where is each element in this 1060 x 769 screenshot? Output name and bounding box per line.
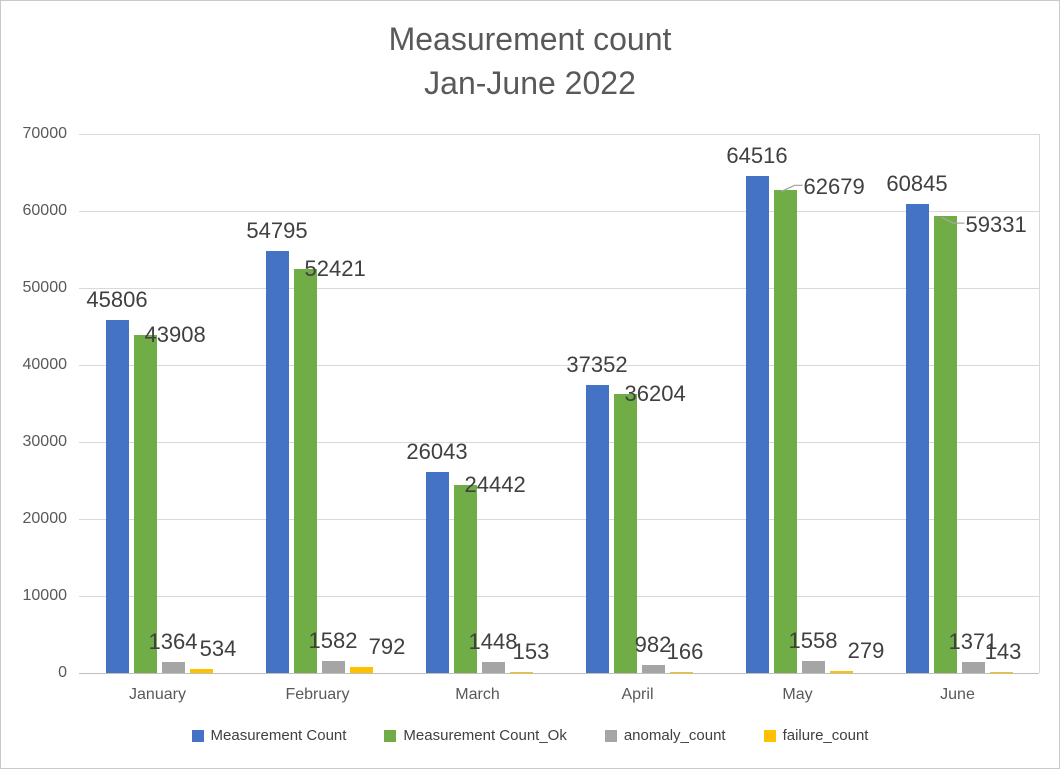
bar-failure-count-march <box>509 671 533 673</box>
bar-anomaly-count-march <box>481 661 505 673</box>
legend-item-measurement-count: Measurement Count <box>191 727 347 745</box>
y-tick-label-20000: 20000 <box>22 510 68 527</box>
bar-measurement-count-april <box>585 385 609 673</box>
data-label-measurement-count-january: 45806 <box>86 287 148 313</box>
bar-measurement-count-ok-april <box>613 394 637 673</box>
gridline-60000 <box>79 211 1039 212</box>
bar-anomaly-count-january <box>161 662 185 673</box>
bar-measurement-count-february <box>265 251 289 673</box>
legend-swatch-failure-count <box>763 730 776 742</box>
x-axis-label-may: May <box>782 686 813 703</box>
bar-measurement-count-ok-may <box>773 190 797 673</box>
chart-title: Measurement count Jan-June 2022 <box>1 17 1059 105</box>
y-tick-label-50000: 50000 <box>22 279 68 296</box>
gridline-50000 <box>79 288 1039 289</box>
data-label-failure-count-april: 166 <box>666 638 704 664</box>
x-axis-label-april: April <box>621 686 654 703</box>
data-label-measurement-count-ok-january: 43908 <box>144 321 206 347</box>
data-label-anomaly-count-march: 1448 <box>468 628 518 654</box>
data-label-anomaly-count-february: 1582 <box>308 627 358 653</box>
gridline-20000 <box>79 519 1039 520</box>
bar-measurement-count-ok-february <box>293 269 317 673</box>
data-label-measurement-count-ok-june: 59331 <box>965 212 1027 238</box>
bar-measurement-count-ok-january <box>133 334 157 673</box>
bar-anomaly-count-february <box>321 660 345 673</box>
bar-anomaly-count-june <box>961 662 985 673</box>
x-axis-label-january: January <box>129 686 186 703</box>
data-label-measurement-count-april: 37352 <box>566 352 628 378</box>
bar-failure-count-june <box>989 671 1013 673</box>
legend-label-anomaly-count: anomaly_count <box>623 727 726 744</box>
x-axis-label-march: March <box>455 686 500 703</box>
x-axis-label-february: February <box>285 686 350 703</box>
legend-swatch-measurement-count-ok <box>384 730 397 742</box>
y-tick-label-0: 0 <box>58 664 67 681</box>
data-label-measurement-count-ok-february: 52421 <box>304 256 366 282</box>
bar-measurement-count-january <box>105 320 129 673</box>
legend-item-measurement-count-ok: Measurement Count_Ok <box>384 727 567 745</box>
legend: Measurement Count Measurement Count_Ok ano… <box>1 727 1059 745</box>
data-label-measurement-count-may: 64516 <box>726 143 788 169</box>
legend-swatch-anomaly-count <box>604 730 617 742</box>
data-label-anomaly-count-april: 982 <box>634 632 672 658</box>
bar-failure-count-april <box>669 671 693 673</box>
legend-label-failure-count: failure_count <box>782 727 869 744</box>
bar-anomaly-count-may <box>801 661 825 673</box>
x-axis-label-june: June <box>940 686 975 703</box>
y-tick-label-70000: 70000 <box>22 125 68 142</box>
y-tick-label-30000: 30000 <box>22 433 68 450</box>
data-label-failure-count-june: 143 <box>984 638 1022 664</box>
bar-measurement-count-ok-march <box>453 484 477 673</box>
chart-title-line-2: Jan-June 2022 <box>424 65 636 101</box>
chart-title-line-1: Measurement count <box>388 21 672 57</box>
plot-right-border <box>1039 134 1040 673</box>
bar-measurement-count-june <box>905 204 929 673</box>
bar-failure-count-february <box>349 666 373 673</box>
bar-failure-count-may <box>829 670 853 673</box>
data-label-failure-count-may: 279 <box>847 637 885 663</box>
data-label-measurement-count-ok-may: 62679 <box>803 174 865 200</box>
y-tick-label-10000: 10000 <box>22 587 68 604</box>
legend-swatch-measurement-count <box>191 730 204 742</box>
legend-label-measurement-count-ok: Measurement Count_Ok <box>403 727 567 744</box>
bar-measurement-count-may <box>745 176 769 673</box>
legend-item-failure-count: failure_count <box>763 727 869 745</box>
data-label-failure-count-january: 534 <box>199 635 237 661</box>
bar-anomaly-count-april <box>641 665 665 673</box>
y-tick-label-40000: 40000 <box>22 356 68 373</box>
gridline-40000 <box>79 365 1039 366</box>
gridline-70000 <box>79 134 1039 135</box>
gridline-10000 <box>79 596 1039 597</box>
data-label-measurement-count-february: 54795 <box>246 218 308 244</box>
y-tick-label-60000: 60000 <box>22 202 68 219</box>
data-label-anomaly-count-may: 1558 <box>788 628 838 653</box>
bar-measurement-count-ok-june <box>933 216 957 673</box>
bar-measurement-count-march <box>425 472 449 673</box>
legend-label-measurement-count: Measurement Count <box>210 727 347 744</box>
x-axis-line <box>79 673 1039 674</box>
bar-failure-count-january <box>189 668 213 673</box>
gridline-30000 <box>79 442 1039 443</box>
legend-item-anomaly-count: anomaly_count <box>604 727 726 745</box>
data-label-failure-count-march: 153 <box>512 638 550 664</box>
data-label-measurement-count-ok-march: 24442 <box>464 471 526 497</box>
data-label-measurement-count-june: 60845 <box>886 171 948 197</box>
data-label-measurement-count-march: 26043 <box>406 439 468 465</box>
data-label-anomaly-count-june: 1371 <box>948 629 998 655</box>
data-label-measurement-count-ok-april: 36204 <box>624 381 686 407</box>
data-label-anomaly-count-january: 1364 <box>148 629 198 655</box>
data-label-failure-count-february: 792 <box>368 633 406 659</box>
